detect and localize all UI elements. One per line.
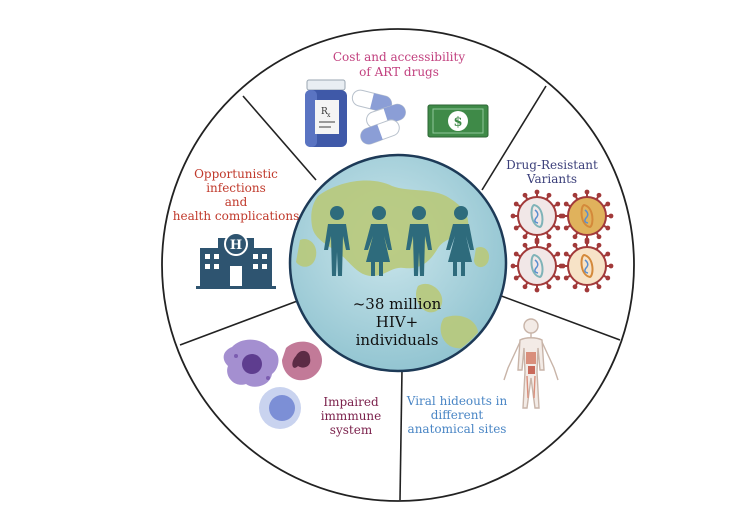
virus-icon-2 [560, 189, 614, 243]
virus-icon-4 [560, 239, 614, 293]
divider-bottom-right [495, 293, 621, 341]
infections-label-line-3: and [225, 195, 248, 209]
resistance-label-line-1: Drug-Resistant [506, 158, 598, 172]
center-line-3: individuals [356, 331, 439, 349]
pill-bottle-icon: R x [305, 79, 347, 147]
divider-top-right [481, 85, 547, 191]
neutrophil-cell-icon [282, 341, 323, 381]
divider-top-left [242, 95, 317, 181]
center-line-2: HIV+ [376, 313, 418, 331]
resistance-label-line-2: Variants [526, 172, 577, 186]
hospital-h-symbol: H [230, 238, 242, 253]
immune-label-line-2: immmune [321, 409, 382, 423]
macrophage-cell-icon [223, 339, 279, 387]
infections-label-line-1: Opportunistic [194, 167, 278, 181]
rx-symbol: R [321, 107, 328, 117]
divider-bottom-left [179, 299, 301, 346]
reservoir-label-line-3: anatomical sites [408, 422, 507, 436]
infections-label-line-2: infections [206, 181, 266, 195]
virus-icon-3 [510, 239, 564, 293]
rx-symbol-sub: x [327, 112, 331, 119]
cost-label-line-2: of ART drugs [359, 65, 439, 79]
person-figure-4 [446, 206, 474, 276]
person-figure-2 [364, 206, 392, 276]
lymphocyte-cell-icon [259, 387, 301, 429]
virus-icon-1 [510, 189, 564, 243]
hospital-icon: H [196, 232, 276, 289]
divider-bottom [399, 369, 403, 501]
infections-label-line-4: health complications [173, 209, 300, 223]
immune-label-line-3: system [330, 423, 373, 437]
globe [288, 153, 508, 373]
human-anatomy-icon [503, 318, 559, 409]
hiv-population-figures [324, 206, 474, 276]
capsule-icon-3 [360, 119, 400, 145]
virus-group [510, 189, 614, 293]
cost-label-line-1: Cost and accessibility [333, 50, 465, 64]
immune-label-line-1: Impaired [323, 395, 379, 409]
reservoir-label-line-2: different [431, 408, 484, 422]
dollar-sign: $ [453, 115, 462, 130]
person-figure-1 [324, 206, 350, 276]
cash-icon: $ [427, 104, 489, 138]
globe-continents [296, 180, 490, 349]
person-figure-3 [406, 206, 432, 276]
center-line-1: ~38 million [353, 295, 442, 313]
reservoir-label-line-1: Viral hideouts in [406, 394, 508, 408]
